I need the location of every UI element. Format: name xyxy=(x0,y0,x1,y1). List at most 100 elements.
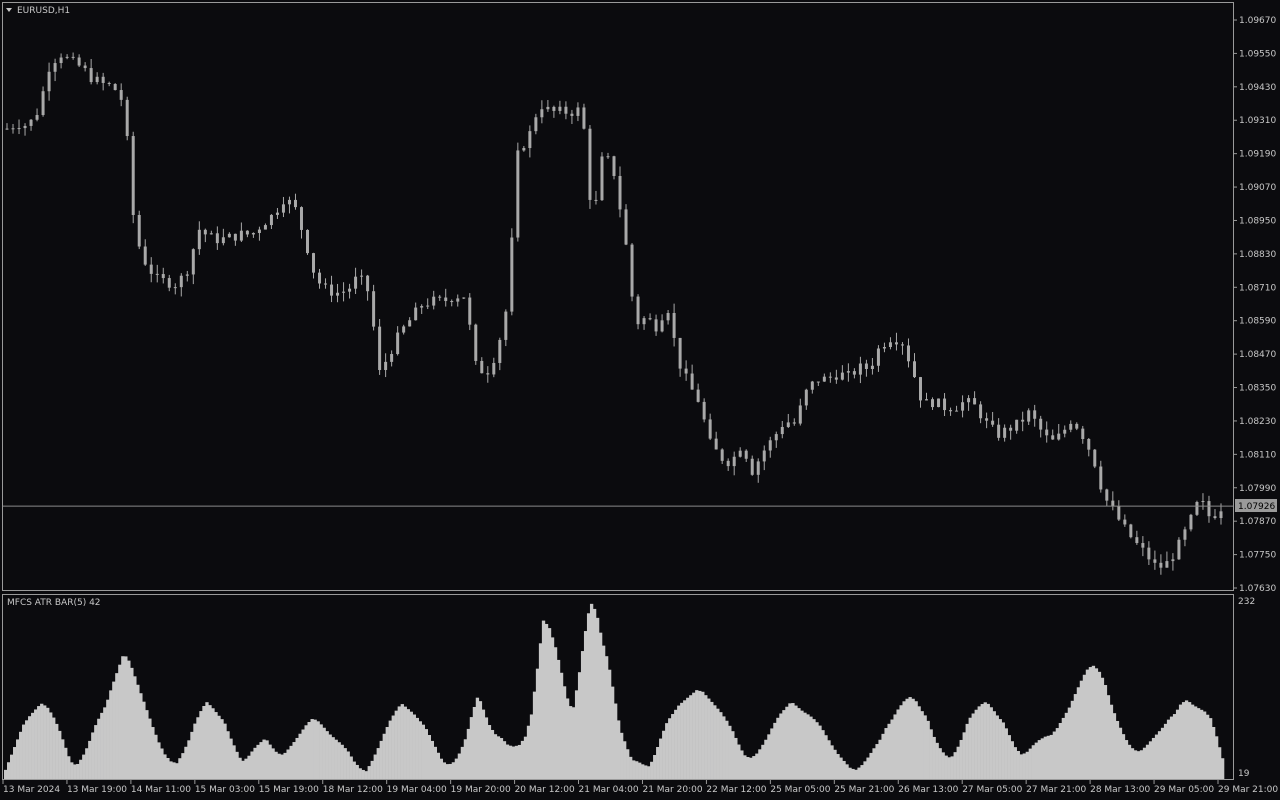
atr-bar xyxy=(1034,742,1038,779)
atr-bar xyxy=(598,632,603,779)
atr-bar xyxy=(244,758,248,779)
candle-body xyxy=(492,362,496,375)
atr-bar xyxy=(574,690,579,779)
candle-body xyxy=(1063,429,1067,434)
atr-bar xyxy=(73,764,77,779)
atr-bar xyxy=(674,709,678,779)
atr-bar xyxy=(1166,719,1171,779)
atr-bar xyxy=(253,747,257,779)
atr-bar xyxy=(184,746,188,779)
atr-bar xyxy=(304,725,308,779)
atr-bar xyxy=(647,766,651,779)
candle-body xyxy=(324,283,328,285)
candle-body xyxy=(149,264,153,274)
candle-body xyxy=(426,305,430,307)
atr-bar xyxy=(271,748,275,779)
atr-bar xyxy=(319,724,323,779)
atr-bar xyxy=(607,669,612,779)
indicator-pane[interactable]: MFCS ATR BAR(5) 42 xyxy=(2,594,1234,780)
candle-body xyxy=(312,253,316,273)
atr-bar xyxy=(1106,695,1111,779)
atr-bar xyxy=(917,706,921,779)
atr-bar xyxy=(638,762,642,779)
x-tick-label: 29 Mar 21:00 xyxy=(1218,785,1278,795)
atr-bar xyxy=(163,754,167,779)
atr-bar xyxy=(1217,747,1222,779)
candle-body xyxy=(360,275,364,277)
atr-bar xyxy=(986,703,990,779)
atr-bar xyxy=(929,729,933,779)
atr-bar xyxy=(797,708,801,779)
candle-body xyxy=(882,347,886,349)
candle-body xyxy=(822,376,826,382)
atr-bar xyxy=(800,710,804,779)
atr-bar xyxy=(373,754,377,779)
atr-bar xyxy=(10,754,14,779)
atr-bar xyxy=(334,739,338,779)
price-axis[interactable]: 1.09670 1.09550 1.09430 1.09310 1.09190 1.090… xyxy=(1233,16,1276,594)
candle-body xyxy=(774,434,778,441)
candle-body xyxy=(1123,519,1127,525)
candle-body xyxy=(504,311,508,340)
atr-bar xyxy=(635,761,639,779)
candle-body xyxy=(540,109,544,118)
price-pane[interactable]: EURUSD,H1 xyxy=(2,2,1234,591)
atr-bar xyxy=(650,761,654,779)
atr-bar xyxy=(680,702,684,779)
candle-body xyxy=(534,117,538,132)
atr-bar xyxy=(358,768,362,779)
atr-bar xyxy=(151,727,155,779)
atr-bar xyxy=(761,744,765,779)
atr-bar xyxy=(433,746,438,779)
atr-bar xyxy=(1205,714,1210,779)
candle-body xyxy=(894,342,898,345)
candle-body xyxy=(185,274,189,276)
candle-body xyxy=(1171,559,1175,562)
candle-body xyxy=(354,276,358,289)
y-tick-label: 1.07870 xyxy=(1239,517,1276,527)
candle-body xyxy=(1039,418,1043,430)
atr-bar xyxy=(538,643,543,779)
atr-bar xyxy=(1124,740,1129,779)
atr-bar xyxy=(229,738,233,779)
candle-body xyxy=(1183,529,1187,540)
candle-body xyxy=(1177,539,1181,560)
candle-body xyxy=(221,237,225,244)
candle-body xyxy=(864,363,868,369)
atr-bar xyxy=(1163,723,1168,779)
atr-bar xyxy=(827,740,831,779)
atr-bar xyxy=(280,754,284,779)
candle-body xyxy=(552,106,556,111)
atr-bar xyxy=(644,765,648,779)
candle-body xyxy=(810,381,814,390)
atr-bar xyxy=(493,734,498,779)
atr-bar xyxy=(818,725,822,779)
atr-bar xyxy=(109,690,113,779)
atr-bar xyxy=(22,724,26,779)
candle-body xyxy=(251,232,255,235)
dropdown-triangle-icon[interactable] xyxy=(6,8,12,12)
time-axis[interactable]: 13 Mar 2024 13 Mar 19:00 14 Mar 11:00 15 Ma… xyxy=(2,780,1278,795)
atr-bar xyxy=(460,746,465,779)
atr-bar xyxy=(686,697,690,779)
atr-bar xyxy=(355,764,359,779)
candle-body xyxy=(402,326,406,333)
atr-bar xyxy=(481,709,486,779)
atr-bar xyxy=(196,717,200,779)
atr-bar xyxy=(337,742,341,779)
atr-bar xyxy=(571,707,576,779)
candle-body xyxy=(522,148,526,151)
atr-bar xyxy=(559,672,564,779)
candle-body xyxy=(59,57,63,64)
candle-body xyxy=(396,332,400,355)
atr-bar xyxy=(124,656,128,779)
atr-bar xyxy=(857,767,861,779)
atr-bar xyxy=(241,760,245,779)
atr-bar xyxy=(1016,750,1020,779)
atr-bar xyxy=(962,732,966,779)
atr-bar xyxy=(626,749,630,779)
candle-body xyxy=(348,288,352,292)
candle-body xyxy=(263,225,267,230)
atr-bar xyxy=(938,748,942,779)
atr-bar xyxy=(1196,708,1201,779)
